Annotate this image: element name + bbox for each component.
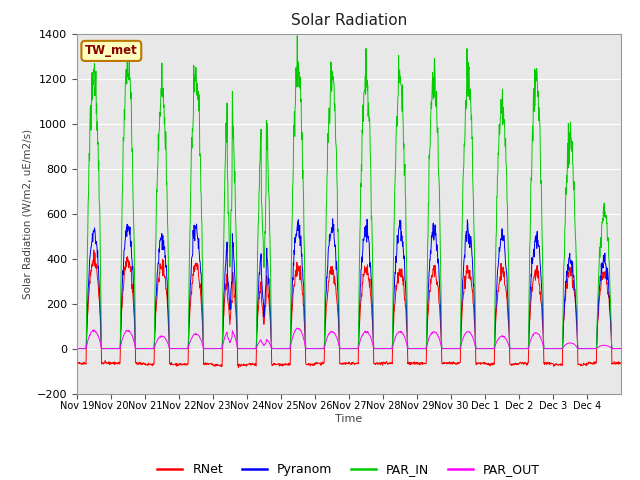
Line: RNet: RNet bbox=[77, 250, 621, 367]
Pyranom bbox=[557, 346, 564, 351]
Line: PAR_OUT: PAR_OUT bbox=[77, 328, 621, 348]
PAR_OUT bbox=[158, 333, 166, 339]
RNet bbox=[611, 360, 618, 365]
PAR_IN bbox=[617, 346, 625, 351]
PAR_OUT bbox=[335, 341, 342, 347]
PAR_OUT bbox=[557, 346, 564, 351]
Title: Solar Radiation: Solar Radiation bbox=[291, 13, 407, 28]
Pyranom bbox=[158, 231, 166, 237]
RNet bbox=[335, 332, 343, 337]
Line: PAR_IN: PAR_IN bbox=[77, 36, 621, 348]
PAR_IN bbox=[73, 346, 81, 351]
PAR_IN bbox=[158, 60, 166, 66]
PAR_OUT bbox=[293, 325, 301, 331]
RNet bbox=[158, 267, 166, 273]
RNet bbox=[235, 364, 243, 370]
Pyranom bbox=[610, 346, 618, 351]
RNet bbox=[557, 361, 565, 367]
PAR_IN bbox=[610, 346, 618, 351]
RNet bbox=[325, 279, 333, 285]
PAR_OUT bbox=[617, 346, 625, 351]
PAR_IN bbox=[335, 272, 342, 277]
Legend: RNet, Pyranom, PAR_IN, PAR_OUT: RNet, Pyranom, PAR_IN, PAR_OUT bbox=[152, 458, 545, 480]
PAR_IN bbox=[477, 346, 485, 351]
Pyranom bbox=[329, 216, 337, 222]
RNet bbox=[477, 361, 485, 367]
RNet bbox=[90, 247, 98, 253]
Y-axis label: Solar Radiation (W/m2, uE/m2/s): Solar Radiation (W/m2, uE/m2/s) bbox=[22, 129, 33, 299]
Pyranom bbox=[617, 346, 625, 351]
Text: TW_met: TW_met bbox=[85, 44, 138, 58]
Line: Pyranom: Pyranom bbox=[77, 219, 621, 348]
PAR_OUT bbox=[324, 331, 332, 337]
Pyranom bbox=[73, 346, 81, 351]
Pyranom bbox=[335, 316, 342, 322]
PAR_IN bbox=[324, 130, 332, 136]
Pyranom bbox=[324, 252, 332, 258]
PAR_OUT bbox=[610, 346, 618, 351]
RNet bbox=[73, 360, 81, 366]
PAR_OUT bbox=[73, 346, 81, 351]
Pyranom bbox=[477, 346, 485, 351]
X-axis label: Time: Time bbox=[335, 414, 362, 424]
RNet bbox=[617, 360, 625, 366]
PAR_OUT bbox=[477, 346, 485, 351]
PAR_IN bbox=[293, 33, 301, 38]
PAR_IN bbox=[557, 346, 564, 351]
